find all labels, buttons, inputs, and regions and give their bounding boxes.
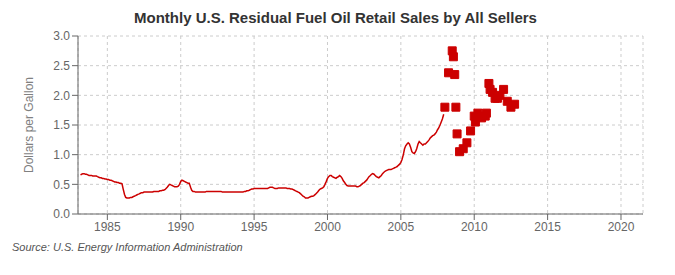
html-text:Source: U.S. Energy Informatio: Source: U.S. Energy Information Administ… — [12, 241, 243, 253]
svg-text:2020: 2020 — [608, 220, 635, 234]
svg-text:3.0: 3.0 — [53, 29, 70, 43]
svg-text:2010: 2010 — [461, 220, 488, 234]
svg-text:2005: 2005 — [388, 220, 415, 234]
svg-text:1990: 1990 — [167, 220, 194, 234]
svg-text:1995: 1995 — [241, 220, 268, 234]
svg-text:Dollars per Gallon: Dollars per Gallon — [22, 77, 36, 173]
svg-text:2015: 2015 — [534, 220, 561, 234]
svg-text:2.5: 2.5 — [53, 59, 70, 73]
svg-text:1.0: 1.0 — [53, 148, 70, 162]
svg-text:1.5: 1.5 — [53, 118, 70, 132]
html-text:Monthly U.S. Residual Fuel Oil: Monthly U.S. Residual Fuel Oil Retail Sa… — [134, 9, 537, 26]
svg-text:2000: 2000 — [314, 220, 341, 234]
svg-text:1985: 1985 — [94, 220, 121, 234]
svg-text:0.0: 0.0 — [53, 207, 70, 221]
svg-text:0.5: 0.5 — [53, 178, 70, 192]
svg-text:2.0: 2.0 — [53, 89, 70, 103]
